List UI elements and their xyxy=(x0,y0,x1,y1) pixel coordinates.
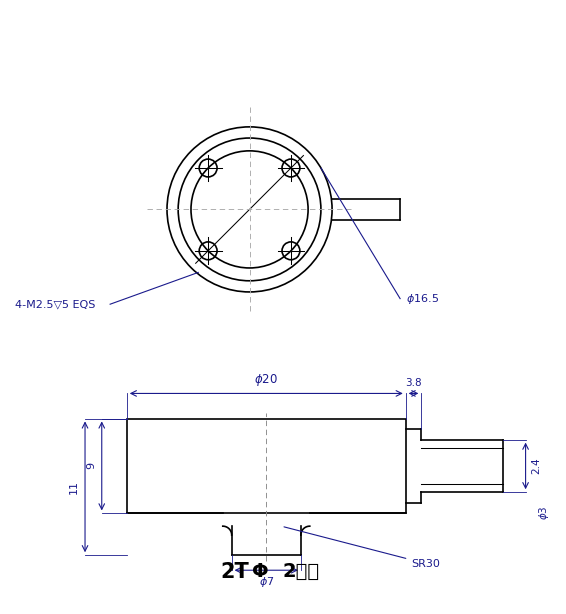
Text: 3.8: 3.8 xyxy=(405,378,422,388)
Text: $\phi$7: $\phi$7 xyxy=(259,575,274,589)
Text: SR30: SR30 xyxy=(284,527,440,569)
Text: $\phi$16.5: $\phi$16.5 xyxy=(406,292,439,306)
Text: 4-M2.5▽5 EQS: 4-M2.5▽5 EQS xyxy=(15,299,96,309)
Text: $\phi$20: $\phi$20 xyxy=(254,372,278,388)
Text: Φ: Φ xyxy=(252,562,269,581)
Text: $\phi$3: $\phi$3 xyxy=(537,505,551,519)
Text: 9: 9 xyxy=(86,462,96,470)
Text: 2T: 2T xyxy=(221,562,250,582)
Text: 2.4: 2.4 xyxy=(531,457,541,474)
Text: 2出线: 2出线 xyxy=(283,562,320,581)
Bar xyxy=(127,419,406,513)
Text: 11: 11 xyxy=(68,480,78,494)
